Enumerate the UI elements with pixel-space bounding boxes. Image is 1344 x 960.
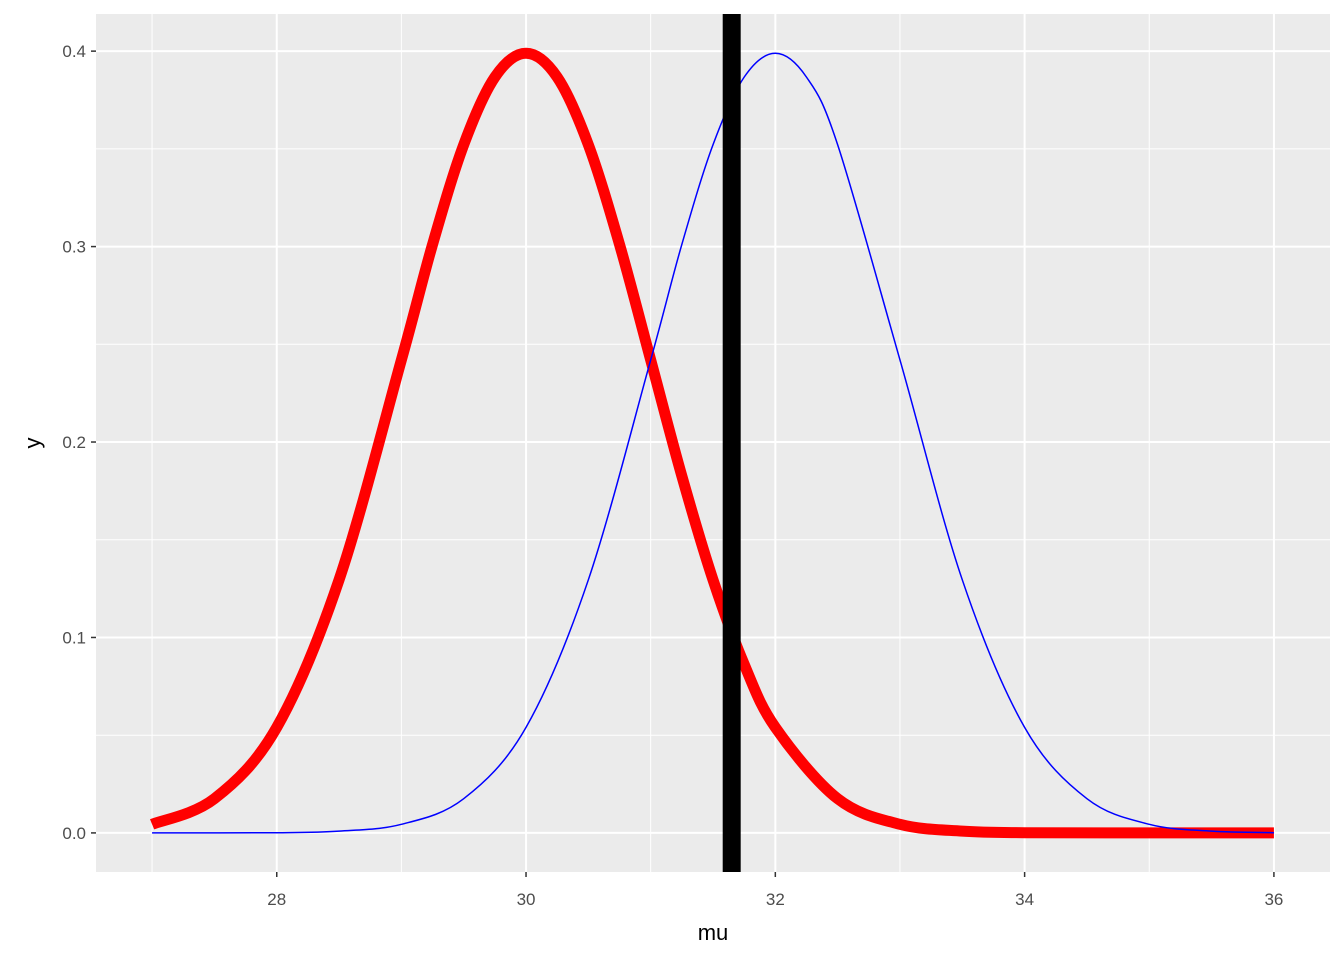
y-tick-label: 0.4 xyxy=(62,42,86,61)
x-tick-label: 34 xyxy=(1015,890,1034,909)
y-tick-label: 0.0 xyxy=(62,824,86,843)
series-layer xyxy=(150,47,1274,839)
series-line-2 xyxy=(152,52,1274,834)
x-tick-label: 36 xyxy=(1264,890,1283,909)
y-tick-label: 0.1 xyxy=(62,628,86,647)
y-tick-label: 0.3 xyxy=(62,238,86,257)
x-axis-title: mu xyxy=(698,920,729,945)
y-axis-title: y xyxy=(20,438,45,449)
x-tick-label: 30 xyxy=(517,890,536,909)
x-tick-label: 28 xyxy=(267,890,286,909)
y-axis-ticks: 0.0 0.1 0.2 0.3 0.4 xyxy=(62,42,96,843)
y-tick-label: 0.2 xyxy=(62,433,86,452)
x-axis-ticks: 28 30 32 34 36 xyxy=(267,872,1283,909)
x-tick-label: 32 xyxy=(766,890,785,909)
series-line-1 xyxy=(150,47,1274,839)
